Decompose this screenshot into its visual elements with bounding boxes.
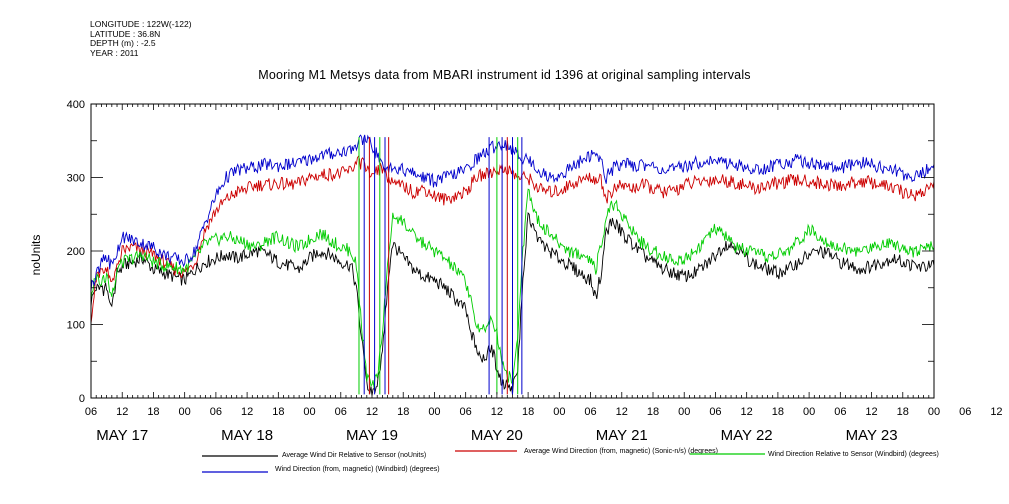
x-tick-label: 06 [709,406,721,418]
legend-label: Wind Direction Relative to Sensor (Windb… [768,451,939,458]
x-tick-label: 06 [959,406,971,418]
depth-label: DEPTH (m) : -2.5 [90,38,156,48]
x-tick-label: 00 [553,406,565,418]
x-tick-label: 00 [678,406,690,418]
x-tick-label: 12 [990,406,1002,418]
x-tick-label: 00 [179,406,191,418]
day-label: MAY 18 [221,427,273,444]
day-label: MAY 20 [471,427,523,444]
x-tick-label: 06 [85,406,97,418]
chart-title: Mooring M1 Metsys data from MBARI instru… [258,68,751,82]
y-tick-label: 300 [67,173,85,185]
metadata-block: LONGITUDE : 122W(-122) LATITUDE : 36.8N … [90,19,192,58]
axes: 06 12 18 00 06 12 18 00 06 12 18 00 06 12 18 00 06 12 18 00… [67,99,1003,444]
x-tick-label: 12 [241,406,253,418]
plot-area [90,134,935,396]
x-tick-label: 12 [865,406,877,418]
x-tick-label: 00 [803,406,815,418]
y-tick-label: 400 [67,99,85,111]
x-tick-label: 06 [210,406,222,418]
x-tick-label: 12 [616,406,628,418]
y-tick-label: 100 [67,320,85,332]
x-tick-label: 18 [397,406,409,418]
day-label: MAY 21 [596,427,648,444]
x-tick-label: 18 [522,406,534,418]
legend-label: Average Wind Dir Relative to Sensor (noU… [282,452,426,459]
x-tick-label: 12 [741,406,753,418]
day-label: MAY 22 [721,427,773,444]
year-label: YEAR : 2011 [90,47,139,58]
latitude-label: LATITUDE : 36.8N [90,28,161,39]
x-tick-label: 12 [491,406,503,418]
x-tick-label: 12 [366,406,378,418]
y-tick-label: 200 [67,246,85,258]
series-line [90,211,935,396]
x-tick-label: 00 [428,406,440,418]
x-tick-label: 18 [147,406,159,418]
day-label: MAY 19 [346,427,398,444]
y-tick-label: 0 [79,393,85,405]
x-tick-label: 18 [897,406,909,418]
x-tick-label: 06 [460,406,472,418]
legend: Average Wind Dir Relative to Sensor (noU… [202,448,939,473]
y-axis-label: noUnits [29,235,43,276]
x-tick-label: 06 [584,406,596,418]
legend-label: Average Wind Direction (from, magnetic) … [524,448,718,455]
x-tick-label: 06 [834,406,846,418]
x-tick-label: 12 [116,406,128,418]
longitude-label: LONGITUDE : 122W(-122) [90,19,192,29]
x-tick-label: 00 [928,406,940,418]
x-tick-label: 18 [647,406,659,418]
day-label: MAY 23 [846,427,898,444]
day-label: MAY 17 [96,427,148,444]
x-tick-label: 18 [272,406,284,418]
x-tick-label: 18 [772,406,784,418]
x-tick-label: 00 [303,406,315,418]
x-tick-label: 06 [335,406,347,418]
legend-label: Wind Direction (from, magnetic) (Windbir… [275,466,440,473]
